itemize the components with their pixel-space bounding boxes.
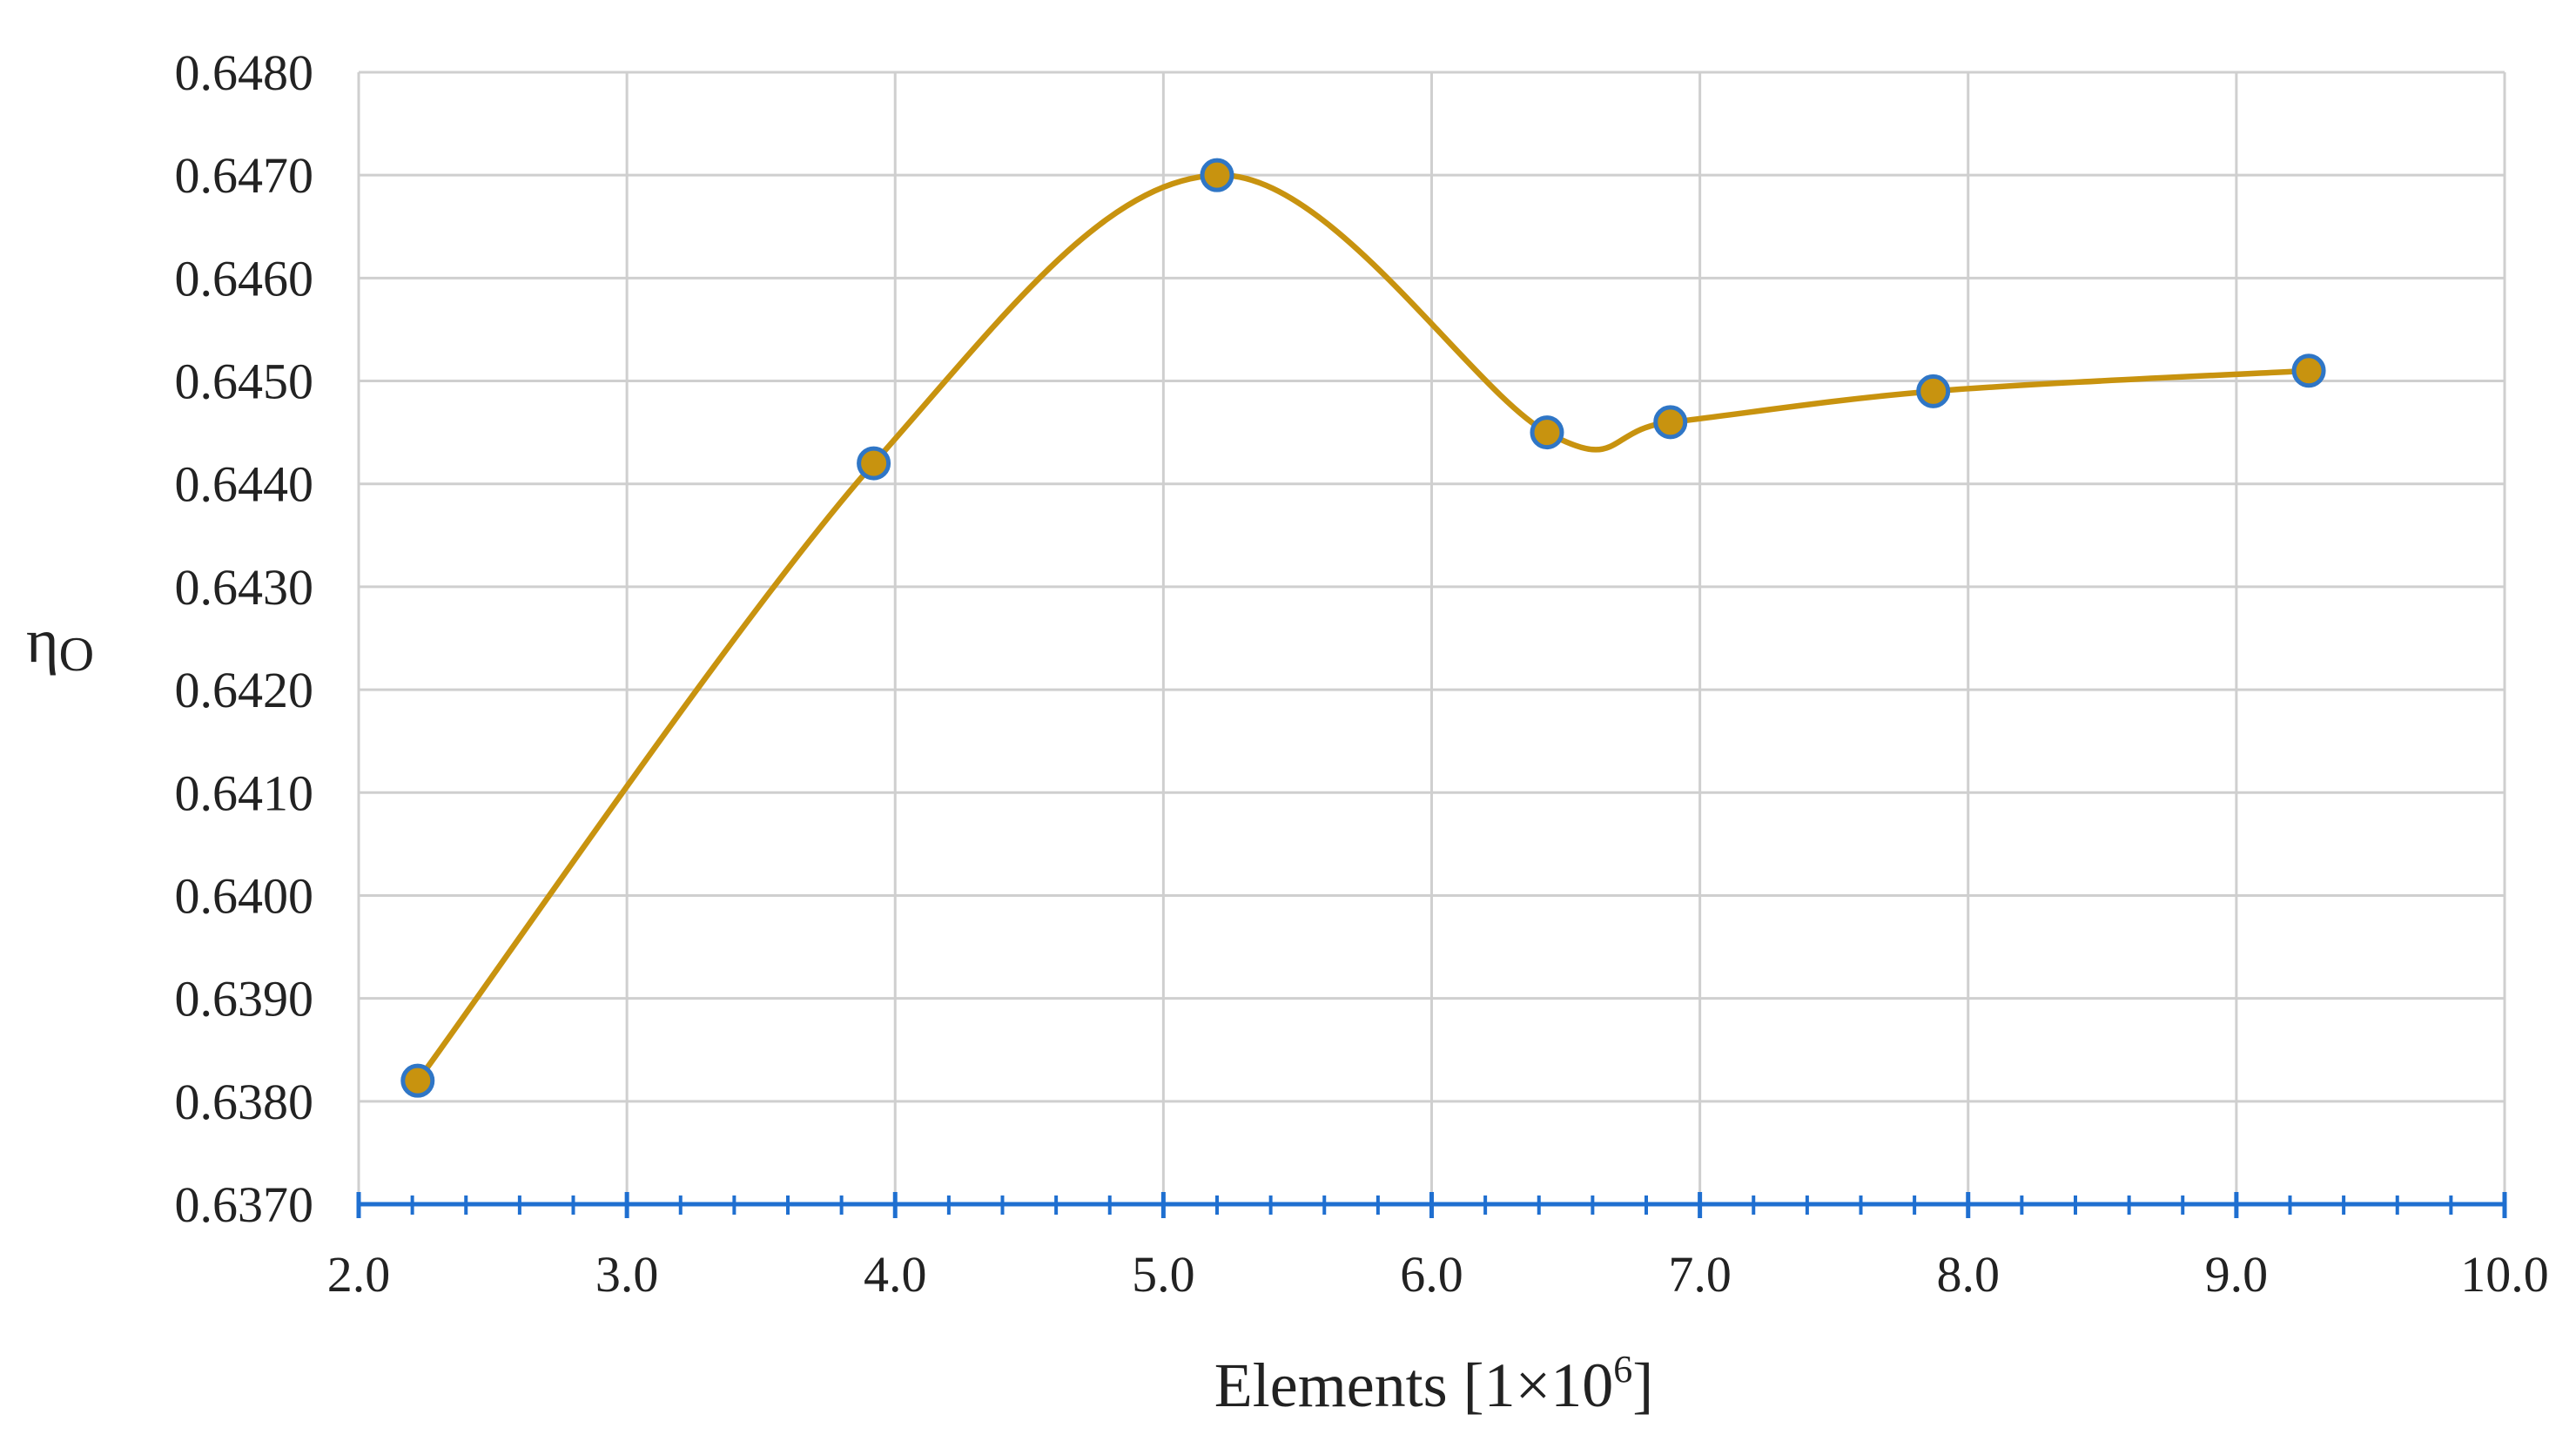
x-tick-labels: 2.0 3.0 4.0 5.0 6.0 7.0 8.0 9.0 10.0 xyxy=(327,1246,2549,1303)
y-tick-label: 0.6440 xyxy=(175,456,314,513)
x-tick-label: 9.0 xyxy=(2205,1246,2269,1303)
y-tick-label: 0.6450 xyxy=(175,354,314,410)
x-tick-label: 3.0 xyxy=(595,1246,659,1303)
x-tick-label: 2.0 xyxy=(327,1246,391,1303)
data-point xyxy=(1530,415,1564,450)
y-tick-label: 0.6470 xyxy=(175,147,314,204)
y-tick-label: 0.6480 xyxy=(175,44,314,101)
y-tick-label: 0.6410 xyxy=(175,764,314,821)
data-point xyxy=(1200,158,1234,192)
y-axis-title: ηO xyxy=(26,606,94,682)
data-point xyxy=(1916,374,1951,408)
y-tick-label: 0.6370 xyxy=(175,1176,314,1233)
data-point xyxy=(857,446,891,481)
x-tick-label: 6.0 xyxy=(1400,1246,1463,1303)
grid xyxy=(357,71,2506,1204)
y-tick-label: 0.6420 xyxy=(175,662,314,718)
y-tick-label: 0.6390 xyxy=(175,971,314,1027)
x-tick-label: 8.0 xyxy=(1937,1246,2001,1303)
y-tick-label: 0.6460 xyxy=(175,250,314,306)
x-axis xyxy=(356,1192,2507,1218)
x-tick-label: 4.0 xyxy=(864,1246,927,1303)
y-tick-labels: 0.6370 0.6380 0.6390 0.6400 0.6410 0.6420 0.64… xyxy=(175,44,314,1233)
y-tick-label: 0.6380 xyxy=(175,1074,314,1130)
data-point xyxy=(2291,354,2326,388)
x-tick-label: 5.0 xyxy=(1132,1246,1195,1303)
x-tick-label: 7.0 xyxy=(1668,1246,1732,1303)
data-point xyxy=(1653,405,1688,440)
series-line xyxy=(414,172,2312,1084)
x-tick-label: 10.0 xyxy=(2460,1246,2549,1303)
y-tick-label: 0.6430 xyxy=(175,559,314,616)
x-axis-title: Elements [1×106] xyxy=(1214,1348,1654,1420)
data-point xyxy=(400,1063,435,1098)
y-tick-label: 0.6400 xyxy=(175,867,314,924)
data-points xyxy=(400,158,2326,1098)
